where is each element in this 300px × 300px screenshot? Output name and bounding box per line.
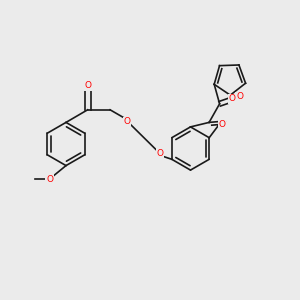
Text: O: O [46,175,53,184]
Text: O: O [156,149,163,158]
Text: O: O [228,94,235,103]
Text: O: O [84,81,91,90]
Text: O: O [218,120,225,129]
Text: O: O [236,92,243,101]
Text: O: O [124,117,131,126]
